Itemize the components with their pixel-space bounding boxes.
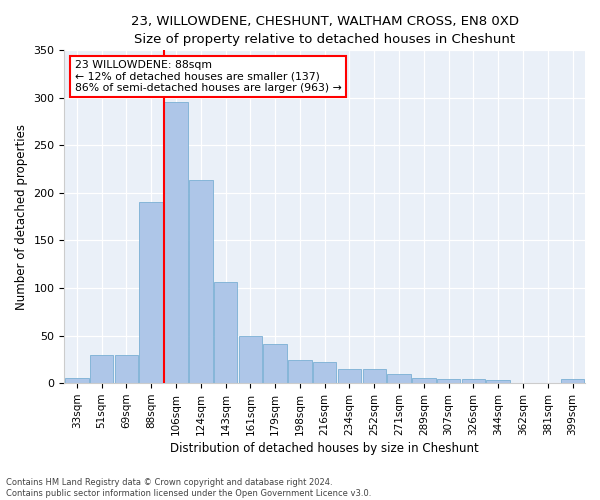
Bar [387, 374, 411, 383]
Bar [338, 369, 361, 383]
Bar [239, 336, 262, 383]
Y-axis label: Number of detached properties: Number of detached properties [15, 124, 28, 310]
Bar [189, 180, 212, 383]
Bar [487, 380, 510, 383]
Text: Contains HM Land Registry data © Crown copyright and database right 2024.
Contai: Contains HM Land Registry data © Crown c… [6, 478, 371, 498]
Bar [437, 380, 460, 383]
Bar [263, 344, 287, 383]
Bar [362, 369, 386, 383]
Bar [139, 202, 163, 383]
X-axis label: Distribution of detached houses by size in Cheshunt: Distribution of detached houses by size … [170, 442, 479, 455]
Bar [313, 362, 337, 383]
Title: 23, WILLOWDENE, CHESHUNT, WALTHAM CROSS, EN8 0XD
Size of property relative to de: 23, WILLOWDENE, CHESHUNT, WALTHAM CROSS,… [131, 15, 519, 46]
Bar [164, 102, 188, 383]
Bar [90, 354, 113, 383]
Text: 23 WILLOWDENE: 88sqm
← 12% of detached houses are smaller (137)
86% of semi-deta: 23 WILLOWDENE: 88sqm ← 12% of detached h… [75, 60, 341, 93]
Bar [65, 378, 89, 383]
Bar [288, 360, 311, 383]
Bar [115, 354, 138, 383]
Bar [561, 380, 584, 383]
Bar [214, 282, 238, 383]
Bar [412, 378, 436, 383]
Bar [461, 380, 485, 383]
